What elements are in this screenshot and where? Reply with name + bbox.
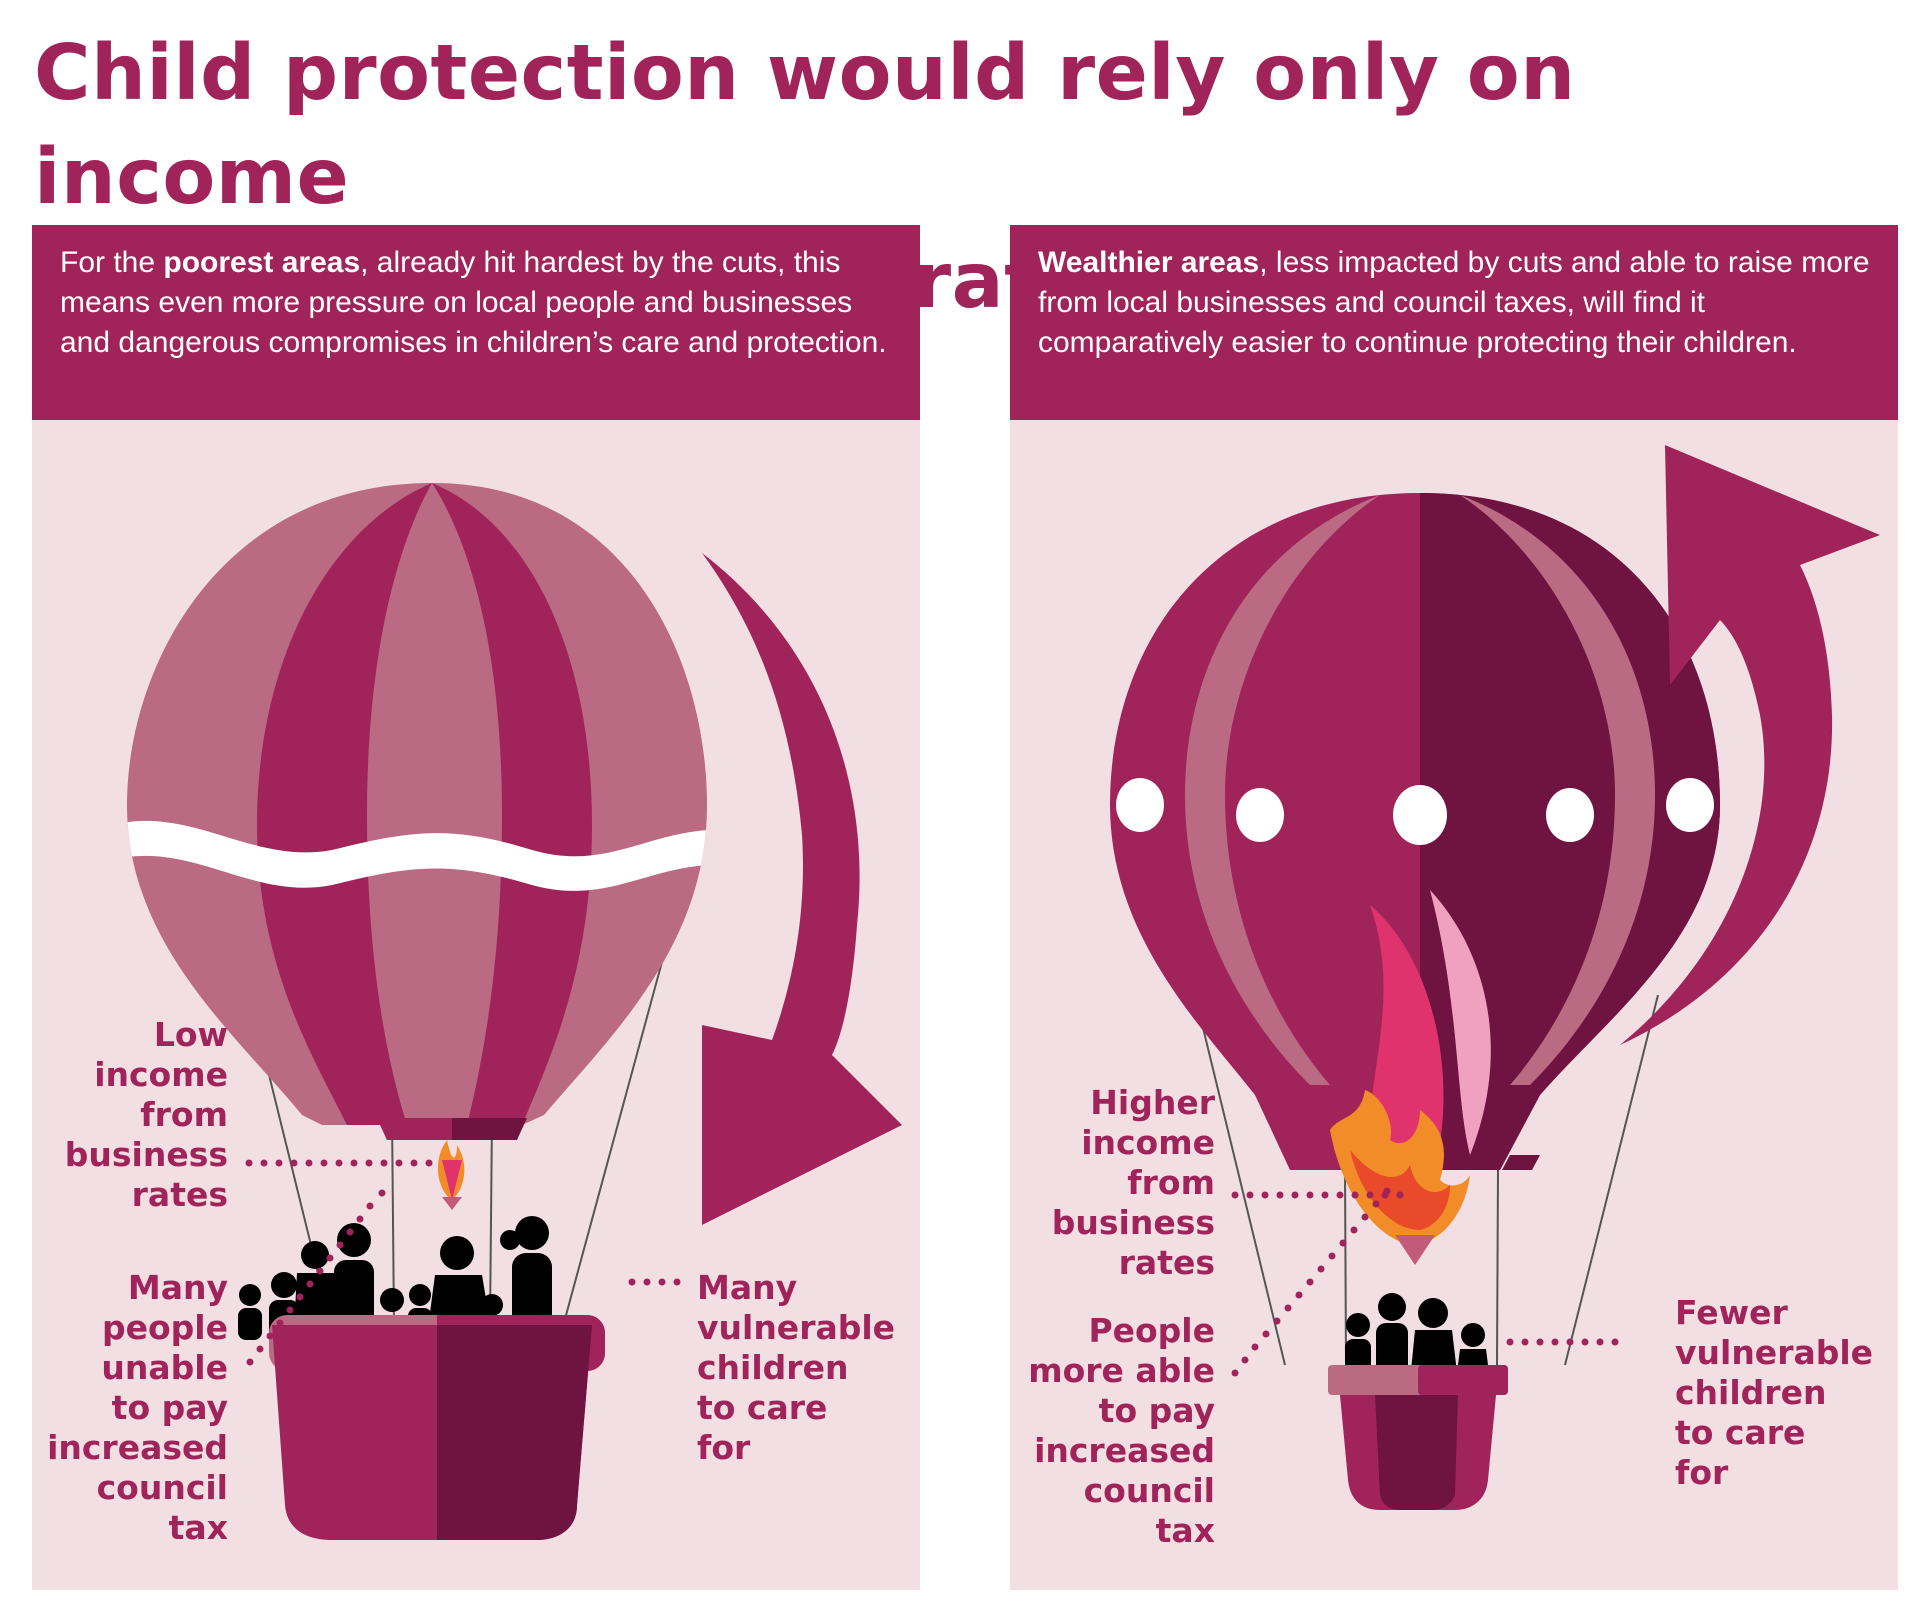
balloon-ropes xyxy=(1194,994,1659,1366)
balloon-envelope xyxy=(127,483,707,1125)
wealthier-areas-panel: Wealthier areas, less impacted by cuts a… xyxy=(1010,225,1898,1590)
falling-arrow-icon xyxy=(702,553,902,1225)
intro-text: , already hit hardest by the cuts, this … xyxy=(60,246,887,359)
intro-text: , less impacted by cuts and able to rais… xyxy=(1038,246,1870,359)
label-leader-dots xyxy=(1231,1187,1619,1377)
many-vulnerable-children-label: Many vulnerable children to care for xyxy=(697,1268,896,1467)
basket xyxy=(272,1325,592,1540)
intro-bold: poorest areas xyxy=(163,246,361,279)
wealthier-areas-intro: Wealthier areas, less impacted by cuts a… xyxy=(1010,225,1898,420)
rising-arrow-icon xyxy=(1620,445,1880,1045)
balloon-portholes xyxy=(1116,778,1714,845)
intro-prefix: For the xyxy=(60,246,164,279)
low-income-label: Low income from business rates xyxy=(64,1015,228,1214)
intro-bold: Wealthier areas xyxy=(1038,246,1260,279)
higher-income-label: Higher income from business rates xyxy=(1051,1083,1215,1282)
many-people-unable-label: Many people unable to pay increased coun… xyxy=(47,1268,228,1547)
label-leader-dots xyxy=(245,1159,681,1366)
people-more-able-label: People more able to pay increased counci… xyxy=(1028,1311,1215,1550)
poorest-areas-panel: For the poorest areas, already hit harde… xyxy=(32,225,920,1590)
poorest-areas-intro: For the poorest areas, already hit harde… xyxy=(32,225,920,420)
rising-balloon-illustration xyxy=(1110,445,1880,1510)
fewer-vulnerable-children-label: Fewer vulnerable children to care for xyxy=(1675,1293,1874,1492)
deflating-balloon-illustration xyxy=(127,483,902,1540)
small-flame-icon xyxy=(437,1140,465,1210)
large-flame-icon xyxy=(1330,890,1491,1265)
